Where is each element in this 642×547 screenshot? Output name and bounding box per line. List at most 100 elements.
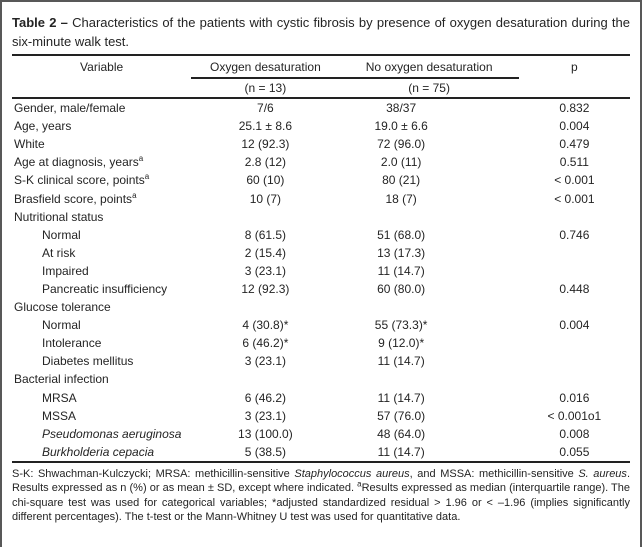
cell-no-oxygen-desaturation: 19.0 ± 6.6	[374, 119, 428, 134]
table-row: MSSA 3 (23.1) 57 (76.0) < 0.001o1	[12, 407, 630, 425]
row-label: Age, years	[14, 119, 72, 134]
cell-no-oxygen-desaturation: 11 (14.7)	[377, 263, 425, 278]
cell-oxygen-desaturation: 3 (23.1)	[244, 408, 287, 423]
table-body: Gender, male/female 7/6 38/37 0.832 Age, yea…	[12, 98, 630, 462]
row-label: Intolerance	[42, 336, 102, 351]
cell-no-oxygen-desaturation	[340, 370, 519, 388]
cell-no-oxygen-desaturation: 2.0 (11)	[380, 155, 422, 170]
row-label: Glucose tolerance	[14, 300, 111, 315]
cell-oxygen-desaturation: 3 (23.1)	[244, 354, 287, 369]
cell-oxygen-desaturation	[191, 208, 339, 226]
table-row: Normal 4 (30.8)* 55 (73.3)* 0.004	[12, 316, 630, 334]
table-number: Table 2 –	[12, 15, 68, 30]
row-label: MRSA	[42, 390, 77, 405]
col-header-oxygen-desaturation: Oxygen desaturation	[191, 56, 340, 79]
row-label: Pseudomonas aeruginosa	[42, 426, 182, 441]
footnote-marker: a	[132, 190, 137, 200]
cell-p-value	[519, 298, 630, 316]
cell-oxygen-desaturation: 8 (61.5)	[244, 227, 287, 242]
table-row: At risk 2 (15.4) 13 (17.3)	[12, 244, 630, 262]
cell-p-value	[519, 244, 630, 262]
cell-p-value: 0.479	[559, 137, 590, 152]
cell-oxygen-desaturation: 4 (30.8)*	[242, 318, 289, 333]
cell-oxygen-desaturation: 60 (10)	[246, 173, 285, 188]
col-header-n75: (n = 75)	[408, 81, 450, 95]
cell-p-value: < 0.001	[554, 191, 595, 206]
cell-oxygen-desaturation: 6 (46.2)	[244, 390, 287, 405]
row-label: Nutritional status	[14, 209, 104, 224]
row-label: At risk	[42, 245, 76, 260]
cell-no-oxygen-desaturation: 18 (7)	[385, 191, 417, 206]
table-caption-text: Characteristics of the patients with cys…	[12, 15, 630, 49]
cell-oxygen-desaturation	[191, 370, 339, 388]
header-row-groups: Variable Oxygen desaturation No oxygen d…	[12, 56, 630, 79]
row-label: Burkholderia cepacia	[42, 444, 155, 459]
cell-no-oxygen-desaturation: 9 (12.0)*	[378, 336, 425, 351]
row-label: Diabetes mellitus	[42, 354, 134, 369]
table-row: Impaired 3 (23.1) 11 (14.7)	[12, 262, 630, 280]
cell-no-oxygen-desaturation: 72 (96.0)	[377, 137, 426, 152]
col-header-n13: (n = 13)	[244, 81, 287, 95]
cell-no-oxygen-desaturation: 11 (14.7)	[377, 444, 425, 459]
cell-no-oxygen-desaturation: 60 (80.0)	[377, 281, 426, 296]
cell-no-oxygen-desaturation: 11 (14.7)	[377, 354, 425, 369]
cell-p-value	[519, 208, 630, 226]
table-row: Age, years 25.1 ± 8.6 19.0 ± 6.6 0.004	[12, 117, 630, 135]
table-row: Pseudomonas aeruginosa 13 (100.0) 48 (64.0…	[12, 425, 630, 443]
patient-characteristics-table: Variable Oxygen desaturation No oxygen d…	[12, 56, 630, 463]
row-label: MSSA	[42, 408, 77, 423]
cell-oxygen-desaturation: 3 (23.1)	[244, 263, 287, 278]
cell-p-value: 0.004	[559, 119, 590, 134]
footnote-text: , and MSSA: methicillin-sensitive	[409, 467, 579, 480]
cell-p-value: 0.832	[559, 101, 590, 116]
footnote-marker: a	[357, 479, 362, 489]
cell-oxygen-desaturation: 5 (38.5)	[244, 444, 287, 459]
cell-p-value	[519, 334, 630, 352]
footnote-text: Results expressed as median (interquarti…	[12, 482, 631, 524]
row-label: Gender, male/female	[14, 101, 126, 116]
table-group-row: Glucose tolerance	[12, 298, 630, 316]
header-spacer	[519, 78, 630, 98]
cell-p-value	[519, 262, 630, 280]
col-header-no-oxygen-desaturation: No oxygen desaturation	[339, 56, 519, 79]
cell-p-value: 0.448	[559, 281, 590, 296]
cell-oxygen-desaturation: 13 (100.0)	[238, 426, 293, 441]
col-header-p: p	[571, 60, 578, 74]
footnote-text: S-K: Shwachman-Kulczycki; MRSA: methicil…	[12, 467, 295, 480]
footnote-text-italic: S. aureus	[578, 467, 627, 480]
row-label: White	[14, 137, 45, 152]
row-label: Pancreatic insufficiency	[42, 281, 168, 296]
table-row: White 12 (92.3) 72 (96.0) 0.479	[12, 135, 630, 153]
table-footnote: S-K: Shwachman-Kulczycki; MRSA: methicil…	[12, 467, 630, 525]
cell-p-value: 0.055	[559, 444, 590, 459]
cell-p-value: 0.004	[559, 318, 590, 333]
cell-p-value: 0.008	[559, 426, 590, 441]
cell-oxygen-desaturation: 2 (15.4)	[244, 245, 287, 260]
table-row: Normal 8 (61.5) 51 (68.0) 0.746	[12, 226, 630, 244]
table-row: MRSA 6 (46.2) 11 (14.7) 0.016	[12, 389, 630, 407]
cell-no-oxygen-desaturation: 48 (64.0)	[377, 426, 426, 441]
cell-p-value: < 0.001o1	[547, 408, 602, 423]
cell-no-oxygen-desaturation: 55 (73.3)*	[374, 318, 428, 333]
cell-p-value: 0.511	[559, 155, 589, 170]
footnote-marker: a	[144, 172, 150, 182]
cell-oxygen-desaturation	[191, 298, 339, 316]
table-row: Diabetes mellitus 3 (23.1) 11 (14.7)	[12, 352, 630, 370]
footnote-marker: a	[138, 154, 144, 164]
footnote-text: . Results expressed as n (%) or as mean …	[12, 467, 630, 495]
cell-p-value	[519, 370, 630, 388]
table-row: Age at diagnosis, yearsa 2.8 (12) 2.0 (11)…	[12, 153, 630, 171]
row-label: S-K clinical score, pointsa	[14, 172, 150, 188]
row-label: Normal	[42, 227, 81, 242]
table-row: Brasfield score, pointsa 10 (7) 18 (7) < 0.…	[12, 189, 630, 207]
table-header: Variable Oxygen desaturation No oxygen d…	[12, 56, 630, 98]
cell-oxygen-desaturation: 7/6	[257, 101, 274, 116]
row-label: Impaired	[42, 263, 89, 278]
footnote-text-italic: Staphylococcus aureus	[294, 467, 410, 480]
row-label: Bacterial infection	[14, 372, 109, 387]
cell-oxygen-desaturation: 25.1 ± 8.6	[238, 119, 293, 134]
table-row: Burkholderia cepacia 5 (38.5) 11 (14.7) 0.0…	[12, 443, 630, 462]
cell-no-oxygen-desaturation: 51 (68.0)	[377, 227, 426, 242]
cell-no-oxygen-desaturation: 13 (17.3)	[377, 245, 426, 260]
